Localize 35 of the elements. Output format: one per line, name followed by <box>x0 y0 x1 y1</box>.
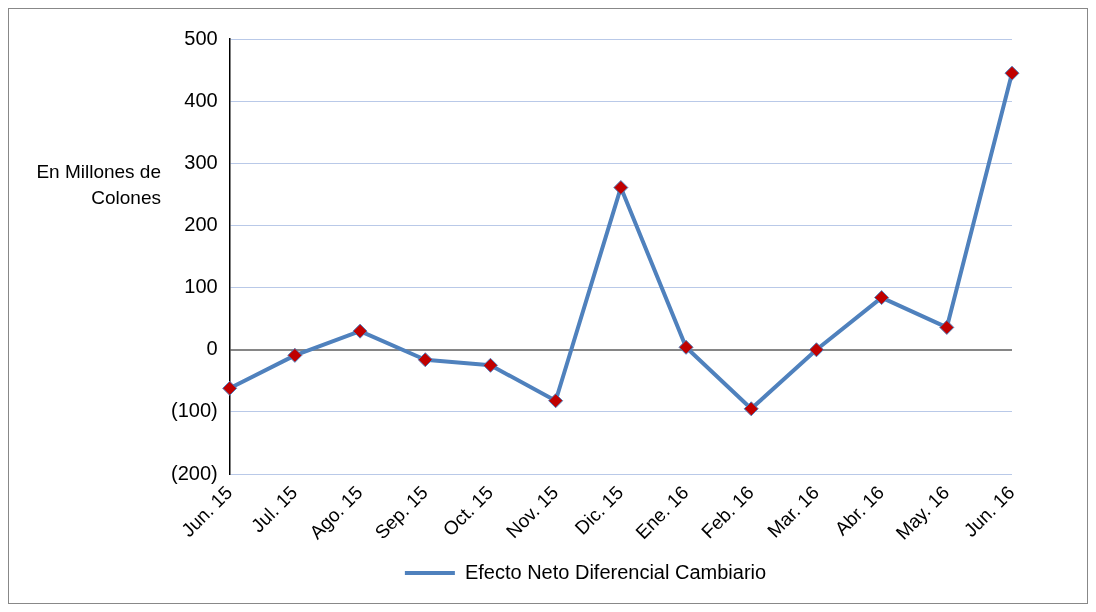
point <box>808 342 824 358</box>
x-tick-label: Mar. 16 <box>763 481 823 542</box>
x-tick-label: Jun. 16 <box>959 481 1019 541</box>
x-tick-label: Ene. 16 <box>631 481 693 543</box>
point <box>482 357 498 373</box>
x-tick-label: Nov. 15 <box>502 481 563 542</box>
point <box>1004 65 1020 81</box>
point <box>939 319 955 335</box>
point <box>678 339 694 355</box>
legend-label: Efecto Neto Diferencial Cambiario <box>464 560 767 583</box>
x-tick-label: Abr. 16 <box>830 481 889 540</box>
y-axis-title: En Millones de Colones <box>35 160 161 210</box>
y-tick-label: (200) <box>170 461 218 484</box>
x-tick-label: Feb. 16 <box>697 481 758 543</box>
y-tick-label: 100 <box>184 275 218 298</box>
point <box>287 347 303 363</box>
x-tick-label: Jul. 15 <box>246 481 302 537</box>
y-tick-label: 0 <box>206 337 218 360</box>
y-tick-label: 500 <box>184 26 218 49</box>
y-tick-label: 400 <box>184 88 218 111</box>
point <box>222 380 238 396</box>
x-tick-label: Dic. 15 <box>570 481 628 539</box>
point <box>613 180 629 196</box>
x-tick-label: Ago. 15 <box>305 481 367 543</box>
x-tick-label: Oct. 15 <box>438 481 497 540</box>
point <box>417 352 433 368</box>
point <box>352 323 368 339</box>
x-tick-label: Sep. 15 <box>370 481 432 543</box>
point <box>743 401 759 417</box>
y-tick-label: (100) <box>170 399 218 422</box>
point <box>548 393 564 409</box>
x-tick-label: May. 16 <box>891 481 954 544</box>
point <box>874 290 890 306</box>
y-tick-label: 200 <box>184 212 218 235</box>
y-tick-label: 300 <box>184 150 218 173</box>
